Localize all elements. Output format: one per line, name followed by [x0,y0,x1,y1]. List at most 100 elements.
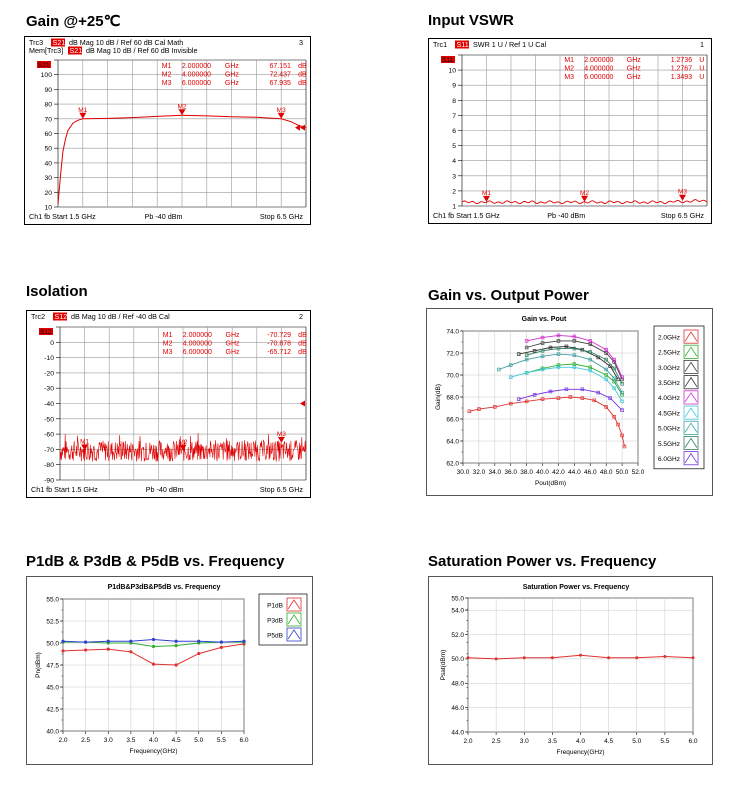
legend-symbol [684,407,698,418]
trace-format: dB Mag 10 dB / Ref -40 dB Cal [71,312,170,321]
y-tick-label: 74.0 [446,328,459,335]
marker-value: 72.437 [269,72,291,79]
x-tick-label: 6.0 [688,738,697,745]
data-point [604,357,608,362]
x-axis-label: Pout(dBm) [535,480,566,487]
footer-start: Ch1 fb Start 1.5 GHz [433,211,500,220]
y-tick-label: 52.5 [46,618,59,625]
gain-heading: Gain @+25℃ [26,13,121,30]
marker-freq-unit: GHz [225,72,240,79]
marker-value-unit: U [699,74,704,81]
data-point [524,357,529,362]
data-point [106,639,110,643]
trace-number: 3 [299,38,303,47]
isolation-chart: Trc2 S12 dB Mag 10 dB / Ref -40 dB Cal 20-1… [26,310,311,498]
data-point [572,346,577,351]
legend-label: 2.5GHz [658,350,680,357]
x-tick-label: 46.0 [584,469,597,476]
data-point [516,352,521,356]
data-point [622,444,627,449]
legend-symbol [684,361,698,372]
footer-start: Ch1 fb Start 1.5 GHz [31,485,98,494]
marker-name: M1 [162,63,172,70]
data-point [620,390,624,395]
marker-triangle [179,444,187,451]
y-tick-label: 40.0 [46,728,59,735]
marker-value: 67.151 [269,63,291,70]
data-point [508,363,513,367]
x-tick-label: 4.5 [604,738,613,745]
data-point [477,407,481,411]
marker-value-unit: dB [298,332,307,339]
psat-heading: Saturation Power vs. Frequency [428,553,657,570]
y-tick-label: -90 [44,478,54,485]
chart-title: Saturation Power vs. Frequency [523,584,630,591]
param-label: S21 [53,38,66,47]
legend-swatch [286,597,302,612]
marker-freq-unit: GHz [627,57,642,64]
marker-value-unit: dB [298,72,307,79]
y-tick-label: 54.0 [451,607,464,614]
marker-freq-unit: GHz [627,74,642,81]
data-point [174,639,178,643]
marker-name: M2 [564,66,574,73]
data-point [540,349,545,353]
y-tick-label: -50 [44,416,54,423]
y-tick-label: 44.0 [451,729,464,736]
y-tick-label: 80 [44,102,52,109]
legend-label: P3dB [267,617,283,624]
x-tick-label: 32.0 [473,469,486,476]
data-point [516,397,521,401]
data-point [588,365,593,370]
data-point [564,344,569,349]
data-point [663,654,667,658]
trace-badge-label: S12 [40,329,52,336]
data-point [579,653,582,657]
data-point [508,375,513,379]
y-tick-label: 46.0 [451,705,464,712]
p1db-chart: P1dB&P3dB&P5dB vs. Frequency 2.0 2.5 3.0 3.5… [26,576,313,765]
y-tick-label: 50 [44,146,52,153]
data-point [580,396,585,400]
param-label: S21 [70,46,83,55]
psat-chart: Saturation Power vs. Frequency 2.0 2.5 3.0 3… [428,576,713,765]
data-point [540,335,545,340]
x-tick-label: 44.0 [568,469,581,476]
y-tick-label: 66.0 [446,416,459,423]
data-point [588,342,593,346]
x-tick-label: 5.5 [217,737,226,744]
ref-marker [300,124,305,131]
gain-pout-chart: Gain vs. Pout 30.0 32.0 34.0 36.0 38.0 40.0 42.… [426,308,713,496]
y-tick-label: 70.0 [446,372,459,379]
marker-name: M3 [163,349,173,356]
y-tick-label: -60 [44,432,54,439]
data-point [635,656,639,660]
y-tick-label: 7 [452,113,456,120]
y-tick-label: 0 [50,340,54,347]
y-tick-label: 2 [452,188,456,195]
marker-value: -65.712 [267,349,291,356]
param-highlight [51,38,65,47]
y-tick-label: -30 [44,386,54,393]
data-point [556,396,561,400]
y-tick-label: 72.0 [446,350,459,357]
param-label: S11 [457,40,469,49]
legend-symbol [684,392,698,403]
y-tick-label: 50.0 [46,640,59,647]
marker-freq-unit: GHz [226,332,241,339]
y-tick-label: 68.0 [446,394,459,401]
data-point [607,656,611,660]
y-tick-label: -70 [44,447,54,454]
marker-freq: 4.000000 [584,66,613,73]
data-point [620,433,624,438]
x-tick-label: 38.0 [520,469,533,476]
data-point [620,408,624,412]
y-tick-label: 8 [452,98,456,105]
data-point [564,387,569,392]
marker-point-label: M1 [482,190,491,197]
data-point [612,386,616,390]
x-tick-label: 4.0 [149,737,158,744]
data-point [174,663,178,667]
marker-value: 1.2767 [671,66,693,73]
data-point [540,354,545,359]
